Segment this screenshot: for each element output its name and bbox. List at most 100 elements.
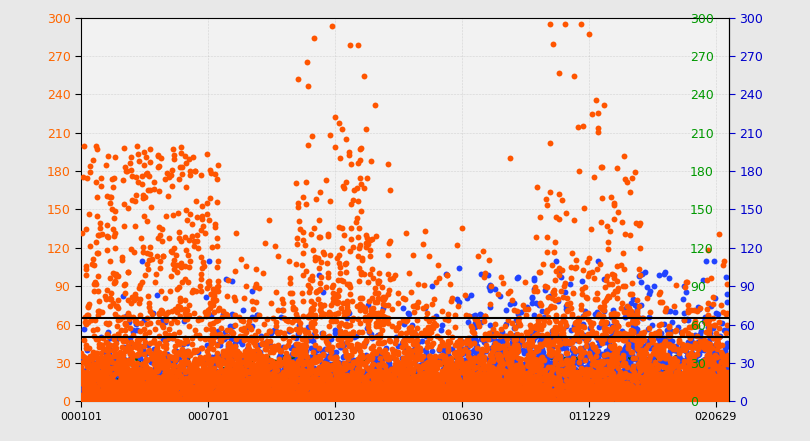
Point xyxy=(330,362,343,369)
Point xyxy=(363,397,376,404)
Point xyxy=(252,393,265,400)
Point xyxy=(229,393,242,400)
Point xyxy=(611,209,624,216)
Point xyxy=(374,358,387,365)
Point xyxy=(176,164,189,171)
Point xyxy=(379,363,392,370)
Point xyxy=(582,331,595,338)
Point xyxy=(662,331,675,338)
Point xyxy=(714,393,727,400)
Point xyxy=(224,396,237,403)
Point xyxy=(607,392,620,399)
Point xyxy=(464,377,477,384)
Point xyxy=(722,390,735,397)
Point xyxy=(354,373,367,380)
Point xyxy=(164,396,177,403)
Point xyxy=(394,377,407,385)
Point xyxy=(573,396,586,403)
Point xyxy=(126,392,139,400)
Point xyxy=(306,132,319,139)
Point xyxy=(535,325,548,333)
Point xyxy=(373,385,386,392)
Point xyxy=(406,390,419,397)
Point xyxy=(494,333,507,340)
Point xyxy=(634,352,647,359)
Point xyxy=(246,395,259,402)
Point xyxy=(720,321,733,329)
Point xyxy=(552,268,565,275)
Point xyxy=(157,396,170,404)
Point xyxy=(94,381,107,389)
Point xyxy=(380,378,393,385)
Point xyxy=(468,375,481,382)
Point xyxy=(319,397,332,404)
Point xyxy=(423,376,436,383)
Point xyxy=(706,354,718,361)
Point xyxy=(214,392,227,399)
Point xyxy=(83,394,96,401)
Point xyxy=(136,392,149,399)
Point xyxy=(542,359,555,366)
Point xyxy=(455,225,468,232)
Point xyxy=(642,388,655,395)
Point xyxy=(600,357,613,364)
Point xyxy=(475,389,488,396)
Point xyxy=(288,376,301,383)
Point xyxy=(186,398,199,405)
Point xyxy=(482,397,495,404)
Point xyxy=(531,394,544,401)
Point xyxy=(677,383,690,390)
Point xyxy=(484,388,497,395)
Point xyxy=(212,385,225,392)
Point xyxy=(606,367,619,374)
Point xyxy=(399,397,412,404)
Point xyxy=(111,396,124,403)
Point xyxy=(440,361,453,368)
Point xyxy=(126,354,139,361)
Point xyxy=(173,329,185,336)
Point xyxy=(255,385,268,392)
Point xyxy=(711,375,724,382)
Point xyxy=(244,384,257,391)
Point xyxy=(676,372,688,379)
Point xyxy=(449,323,462,330)
Point xyxy=(152,340,165,347)
Point xyxy=(640,396,653,403)
Point xyxy=(93,395,106,402)
Point xyxy=(514,381,527,389)
Point xyxy=(247,392,260,399)
Point xyxy=(532,324,545,331)
Point xyxy=(340,340,353,348)
Point xyxy=(307,385,320,392)
Point xyxy=(433,393,446,400)
Point xyxy=(100,388,113,395)
Point xyxy=(409,383,422,390)
Point xyxy=(715,348,728,355)
Point xyxy=(580,342,593,349)
Point xyxy=(501,392,514,399)
Point xyxy=(495,397,508,404)
Point xyxy=(462,393,475,400)
Point xyxy=(419,392,432,399)
Point xyxy=(701,351,714,358)
Point xyxy=(126,326,139,333)
Point xyxy=(247,394,260,401)
Point xyxy=(375,326,388,333)
Point xyxy=(434,392,447,400)
Point xyxy=(379,397,392,404)
Point xyxy=(255,397,268,404)
Point xyxy=(210,382,223,389)
Point xyxy=(561,385,573,392)
Point xyxy=(707,257,720,264)
Point xyxy=(512,363,525,370)
Point xyxy=(504,381,517,389)
Point xyxy=(198,390,211,397)
Point xyxy=(590,385,603,392)
Point xyxy=(145,392,158,400)
Point xyxy=(350,385,363,392)
Point xyxy=(181,392,194,399)
Point xyxy=(128,397,141,404)
Point xyxy=(377,361,390,368)
Point xyxy=(368,388,381,395)
Point xyxy=(135,396,148,404)
